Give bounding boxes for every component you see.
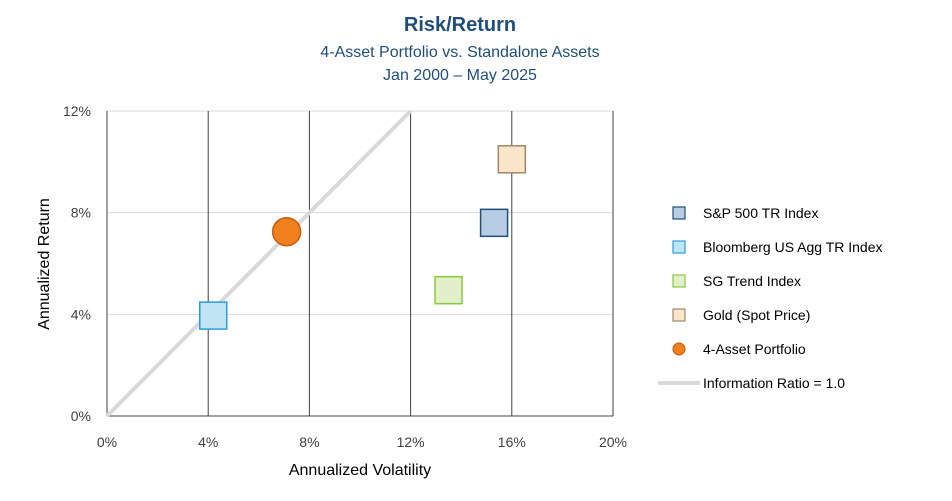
x-axis-ticks: 0% 4% 8% 12% 16% 20% — [97, 434, 627, 450]
x-tick-label: 16% — [498, 434, 526, 450]
x-tick-label: 8% — [299, 434, 319, 450]
legend-marker — [672, 274, 686, 288]
plot-grid — [106, 110, 614, 417]
point-4-asset-portfolio — [271, 216, 302, 247]
chart-date-range: Jan 2000 – May 2025 — [383, 67, 537, 84]
legend-label: Bloomberg US Agg TR Index — [703, 239, 883, 255]
chart-subtitle: 4-Asset Portfolio vs. Standalone Assets — [320, 44, 599, 61]
x-tick-label: 12% — [397, 434, 425, 450]
legend-label: S&P 500 TR Index — [703, 205, 818, 221]
y-tick-label: 0% — [71, 408, 91, 424]
legend: S&P 500 TR Index Bloomberg US Agg TR Inde… — [658, 205, 883, 391]
y-tick-label: 8% — [71, 205, 91, 221]
reference-line-group — [105, 109, 413, 418]
data-points — [199, 145, 527, 330]
legend-label: SG Trend Index — [703, 273, 801, 289]
legend-label: Gold (Spot Price) — [703, 307, 810, 323]
legend-marker — [672, 240, 686, 254]
x-axis-title: Annualized Volatility — [289, 462, 431, 479]
legend-label: Information Ratio = 1.0 — [703, 375, 845, 391]
y-axis-title: Annualized Return — [36, 198, 53, 330]
point-gold-spot-price — [497, 145, 527, 174]
point-sg-trend-index — [434, 275, 463, 305]
legend-marker — [672, 342, 686, 356]
information-ratio-line — [105, 109, 413, 418]
y-axis-ticks: 0% 4% 8% 12% — [63, 103, 91, 424]
x-tick-label: 0% — [97, 434, 117, 450]
legend-marker — [672, 206, 686, 220]
x-tick-label: 20% — [599, 434, 627, 450]
y-tick-label: 4% — [71, 306, 91, 322]
x-tick-label: 4% — [198, 434, 218, 450]
point-bloomberg-us-agg-tr-index — [199, 301, 228, 330]
chart-title: Risk/Return — [404, 14, 516, 36]
legend-marker — [672, 308, 686, 322]
legend-label: 4-Asset Portfolio — [703, 341, 806, 357]
point-s-p-500-tr-index — [479, 208, 509, 238]
y-tick-label: 12% — [63, 103, 91, 119]
